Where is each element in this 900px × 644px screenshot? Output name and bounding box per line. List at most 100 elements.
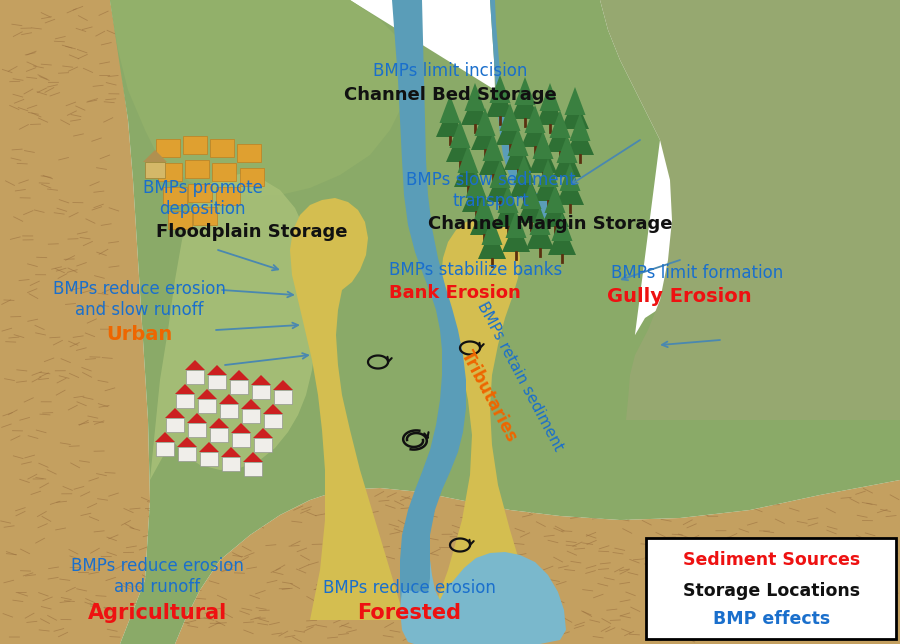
- Polygon shape: [253, 428, 273, 438]
- Bar: [222, 457, 240, 471]
- Polygon shape: [177, 437, 197, 447]
- Polygon shape: [430, 218, 540, 620]
- Polygon shape: [486, 85, 514, 117]
- Polygon shape: [229, 370, 249, 380]
- Text: Urban: Urban: [106, 325, 173, 345]
- Polygon shape: [496, 113, 524, 145]
- Polygon shape: [400, 552, 566, 644]
- Polygon shape: [439, 95, 461, 123]
- Polygon shape: [550, 110, 571, 138]
- Text: Tributaries: Tributaries: [457, 347, 520, 445]
- Polygon shape: [544, 185, 565, 213]
- Bar: [178, 447, 196, 461]
- Bar: [168, 211, 192, 229]
- Polygon shape: [478, 227, 506, 259]
- Polygon shape: [465, 170, 487, 198]
- Polygon shape: [508, 128, 528, 156]
- Bar: [244, 462, 262, 476]
- Polygon shape: [243, 452, 263, 462]
- Bar: [185, 160, 209, 178]
- Polygon shape: [515, 77, 536, 105]
- Polygon shape: [187, 413, 207, 423]
- Polygon shape: [207, 365, 227, 375]
- Bar: [188, 423, 206, 437]
- Bar: [193, 207, 217, 225]
- Bar: [156, 139, 180, 157]
- Polygon shape: [536, 93, 564, 125]
- Bar: [264, 414, 282, 428]
- Polygon shape: [482, 133, 503, 161]
- Polygon shape: [482, 217, 502, 245]
- Polygon shape: [486, 170, 514, 202]
- Polygon shape: [502, 220, 530, 252]
- Bar: [145, 162, 165, 178]
- Polygon shape: [197, 389, 217, 399]
- Polygon shape: [479, 143, 507, 175]
- Polygon shape: [461, 93, 489, 125]
- Text: BMPs reduce erosion
and runoff: BMPs reduce erosion and runoff: [71, 557, 244, 596]
- Text: Agricultural: Agricultural: [88, 603, 227, 623]
- Bar: [176, 394, 194, 408]
- Text: BMPs promote
deposition: BMPs promote deposition: [142, 179, 263, 218]
- Bar: [254, 438, 272, 452]
- Text: BMPs reduce erosion: BMPs reduce erosion: [323, 579, 496, 597]
- Text: Channel Margin Storage: Channel Margin Storage: [428, 215, 672, 233]
- Text: Channel Bed Storage: Channel Bed Storage: [344, 86, 556, 104]
- Polygon shape: [446, 130, 474, 162]
- Text: BMPs reduce erosion
and slow runoff: BMPs reduce erosion and slow runoff: [53, 280, 226, 319]
- Bar: [242, 409, 260, 423]
- Polygon shape: [552, 213, 572, 241]
- Polygon shape: [473, 193, 494, 221]
- Polygon shape: [490, 75, 510, 103]
- Bar: [186, 370, 204, 384]
- Polygon shape: [514, 155, 535, 183]
- Polygon shape: [500, 103, 520, 131]
- Text: BMP effects: BMP effects: [713, 610, 830, 628]
- Bar: [232, 433, 250, 447]
- Text: Gully Erosion: Gully Erosion: [608, 287, 751, 306]
- Polygon shape: [209, 418, 229, 428]
- Text: BMPs retain sediment: BMPs retain sediment: [474, 299, 566, 454]
- Text: Floodplain Storage: Floodplain Storage: [157, 223, 347, 241]
- Polygon shape: [462, 180, 490, 212]
- Polygon shape: [199, 442, 219, 452]
- Bar: [216, 187, 240, 205]
- Polygon shape: [546, 120, 574, 152]
- Bar: [166, 418, 184, 432]
- Polygon shape: [529, 141, 557, 173]
- Bar: [183, 136, 207, 154]
- Polygon shape: [520, 181, 542, 209]
- Polygon shape: [155, 432, 175, 442]
- Polygon shape: [526, 217, 554, 249]
- Polygon shape: [464, 83, 485, 111]
- Bar: [156, 442, 174, 456]
- Text: Forested: Forested: [357, 603, 462, 623]
- Polygon shape: [221, 447, 241, 457]
- Polygon shape: [510, 165, 538, 197]
- Polygon shape: [241, 399, 261, 409]
- Polygon shape: [525, 105, 545, 133]
- Polygon shape: [454, 155, 482, 187]
- Polygon shape: [231, 423, 251, 433]
- Polygon shape: [251, 375, 271, 385]
- Polygon shape: [556, 135, 578, 163]
- Polygon shape: [539, 83, 561, 111]
- Polygon shape: [110, 0, 410, 196]
- Polygon shape: [561, 97, 589, 129]
- Bar: [240, 168, 264, 186]
- Bar: [208, 375, 226, 389]
- Bar: [230, 380, 248, 394]
- Bar: [252, 385, 270, 399]
- Bar: [212, 163, 236, 181]
- Polygon shape: [110, 480, 900, 644]
- Polygon shape: [273, 380, 293, 390]
- Polygon shape: [548, 223, 576, 255]
- Polygon shape: [566, 123, 594, 155]
- Polygon shape: [600, 0, 900, 420]
- Polygon shape: [534, 169, 562, 201]
- Polygon shape: [511, 87, 539, 119]
- Bar: [198, 399, 216, 413]
- Polygon shape: [529, 207, 551, 235]
- Polygon shape: [219, 394, 239, 404]
- Polygon shape: [474, 108, 496, 136]
